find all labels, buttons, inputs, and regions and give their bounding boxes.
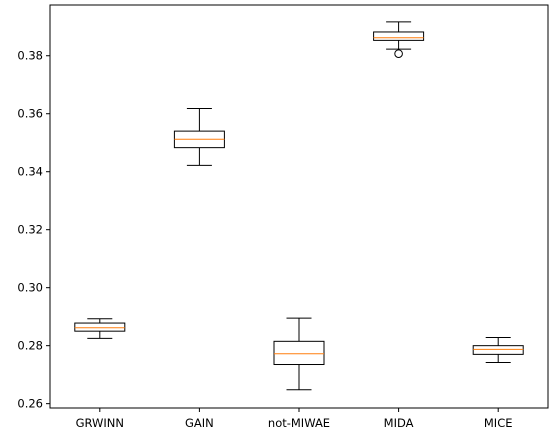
- iqr-box: [273, 340, 325, 366]
- x-axis: GRWINN GAIN not-MIWAE MIDA MICE: [76, 408, 513, 430]
- box-gain: [173, 108, 225, 166]
- y-axis: 0.26 0.28 0.30 0.32 0.34 0.36 0.38: [17, 49, 50, 411]
- box-series: [74, 21, 524, 391]
- y-tick-label: 0.28: [17, 339, 43, 353]
- y-tick-label: 0.30: [17, 281, 43, 295]
- x-tick-label: MICE: [484, 416, 513, 430]
- box-mida: [373, 21, 425, 59]
- box-not-miwae: [273, 317, 325, 391]
- iqr-box: [373, 31, 425, 41]
- y-tick-label: 0.36: [17, 107, 43, 121]
- box-grwinn: [74, 318, 126, 339]
- x-tick-label: not-MIWAE: [268, 416, 330, 430]
- x-tick-label: GAIN: [185, 416, 214, 430]
- x-tick-label: GRWINN: [76, 416, 124, 430]
- y-tick-label: 0.32: [17, 223, 43, 237]
- outlier-point: [394, 49, 403, 59]
- y-tick-label: 0.34: [17, 165, 43, 179]
- iqr-box: [74, 322, 126, 332]
- iqr-box: [472, 345, 524, 355]
- box-mice: [472, 337, 524, 363]
- y-tick-label: 0.38: [17, 49, 43, 63]
- x-tick-label: MIDA: [384, 416, 414, 430]
- y-tick-label: 0.26: [17, 397, 43, 411]
